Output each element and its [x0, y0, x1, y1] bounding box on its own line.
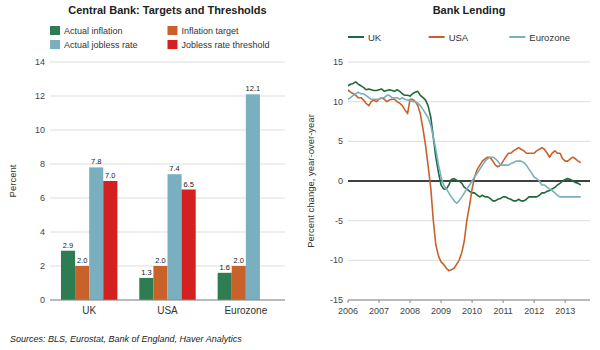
y-axis-label: Percent change, year-over-year	[305, 114, 316, 248]
x-tick-label: Eurozone	[224, 305, 267, 316]
line	[348, 90, 581, 271]
grid-line	[348, 101, 590, 102]
figure: Central Bank: Targets and Thresholds Perc…	[0, 0, 600, 350]
bar	[168, 174, 182, 300]
grid-line	[50, 300, 285, 301]
data-label: 6.5	[183, 180, 193, 189]
x-tick-label: 2008	[400, 306, 420, 316]
data-label: 2.0	[234, 256, 244, 265]
y-axis-label: Percent	[7, 164, 18, 197]
bar	[232, 266, 246, 300]
x-tick-label: USA	[157, 305, 178, 316]
legend-swatch	[50, 40, 60, 49]
data-label: 7.0	[105, 171, 115, 180]
x-axis-line	[348, 300, 590, 301]
grid-line	[348, 220, 590, 221]
x-tick-label: 2006	[338, 306, 358, 316]
bar	[139, 278, 153, 300]
legend-label: Actual inflation	[64, 26, 123, 36]
grid-line	[348, 141, 590, 142]
x-tick-label: 2007	[369, 306, 389, 316]
lines	[348, 82, 581, 271]
y-tick-label: 10	[333, 97, 343, 107]
y-tick-label: 12	[35, 91, 45, 101]
y-tick-label: -15	[330, 295, 343, 305]
legend-label: USA	[449, 32, 469, 43]
x-tick-label: 2012	[524, 306, 544, 316]
legend-label: Inflation target	[182, 26, 240, 36]
grid-line	[50, 62, 285, 63]
x-axis-line	[50, 300, 285, 301]
y-tick-label: 4	[40, 227, 45, 237]
legend-label: Jobless rate threshold	[182, 40, 270, 50]
y-tick-label: 15	[333, 57, 343, 67]
y-tick-label: 14	[35, 57, 45, 67]
legend-swatch	[50, 26, 60, 35]
data-label: 1.6	[219, 263, 229, 272]
grid-line	[348, 260, 590, 261]
bar	[153, 266, 167, 300]
legend-swatch	[429, 36, 445, 38]
bar	[75, 266, 89, 300]
legend-label: Eurozone	[529, 32, 570, 43]
x-tick-label: 2011	[493, 306, 512, 316]
data-label: 7.4	[169, 164, 179, 173]
annotation: Sources: BLS, Eurostat, Bank of England,…	[10, 334, 242, 344]
zero-line	[348, 180, 590, 182]
bar	[218, 273, 232, 300]
legend-label: UK	[368, 32, 382, 43]
data-label: 12.1	[246, 84, 261, 93]
bar	[103, 181, 117, 300]
line-chart: Bank Lending Percent change, year-over-ye…	[305, 4, 590, 316]
legend-label: Actual jobless rate	[64, 40, 138, 50]
grid-line	[348, 300, 590, 301]
bars	[61, 94, 260, 300]
chart-title: Bank Lending	[433, 4, 506, 16]
data-label: 2.0	[155, 256, 165, 265]
y-tick-label: 8	[40, 159, 45, 169]
y-tick-label: -10	[330, 255, 343, 265]
y-tick-label: 10	[35, 125, 45, 135]
data-label: 2.9	[63, 241, 73, 250]
line	[348, 82, 581, 201]
legend-swatch	[509, 36, 525, 38]
data-label: 1.3	[141, 268, 151, 277]
legend-swatch	[168, 26, 178, 35]
bar-chart: Central Bank: Targets and Thresholds Perc…	[7, 4, 285, 316]
y-tick-label: 2	[40, 261, 45, 271]
y-tick-label: 6	[40, 193, 45, 203]
bar	[182, 190, 196, 301]
bar	[61, 251, 75, 300]
y-tick-label: 0	[40, 295, 45, 305]
x-tick-label: UK	[82, 305, 96, 316]
data-label: 2.0	[77, 256, 87, 265]
y-tick-label: 0	[338, 176, 343, 186]
grid-line	[348, 62, 590, 63]
bar	[246, 94, 260, 300]
chart-title: Central Bank: Targets and Thresholds	[68, 4, 266, 16]
y-tick-label: 5	[338, 136, 343, 146]
data-label: 7.8	[91, 157, 101, 166]
x-tick-label: 2010	[462, 306, 482, 316]
legend-swatch	[168, 40, 178, 49]
bar	[89, 167, 103, 300]
x-tick-label: 2009	[431, 306, 451, 316]
x-tick-label: 2013	[555, 306, 575, 316]
legend-swatch	[348, 36, 364, 38]
line	[348, 92, 581, 203]
y-tick-label: -5	[335, 216, 343, 226]
